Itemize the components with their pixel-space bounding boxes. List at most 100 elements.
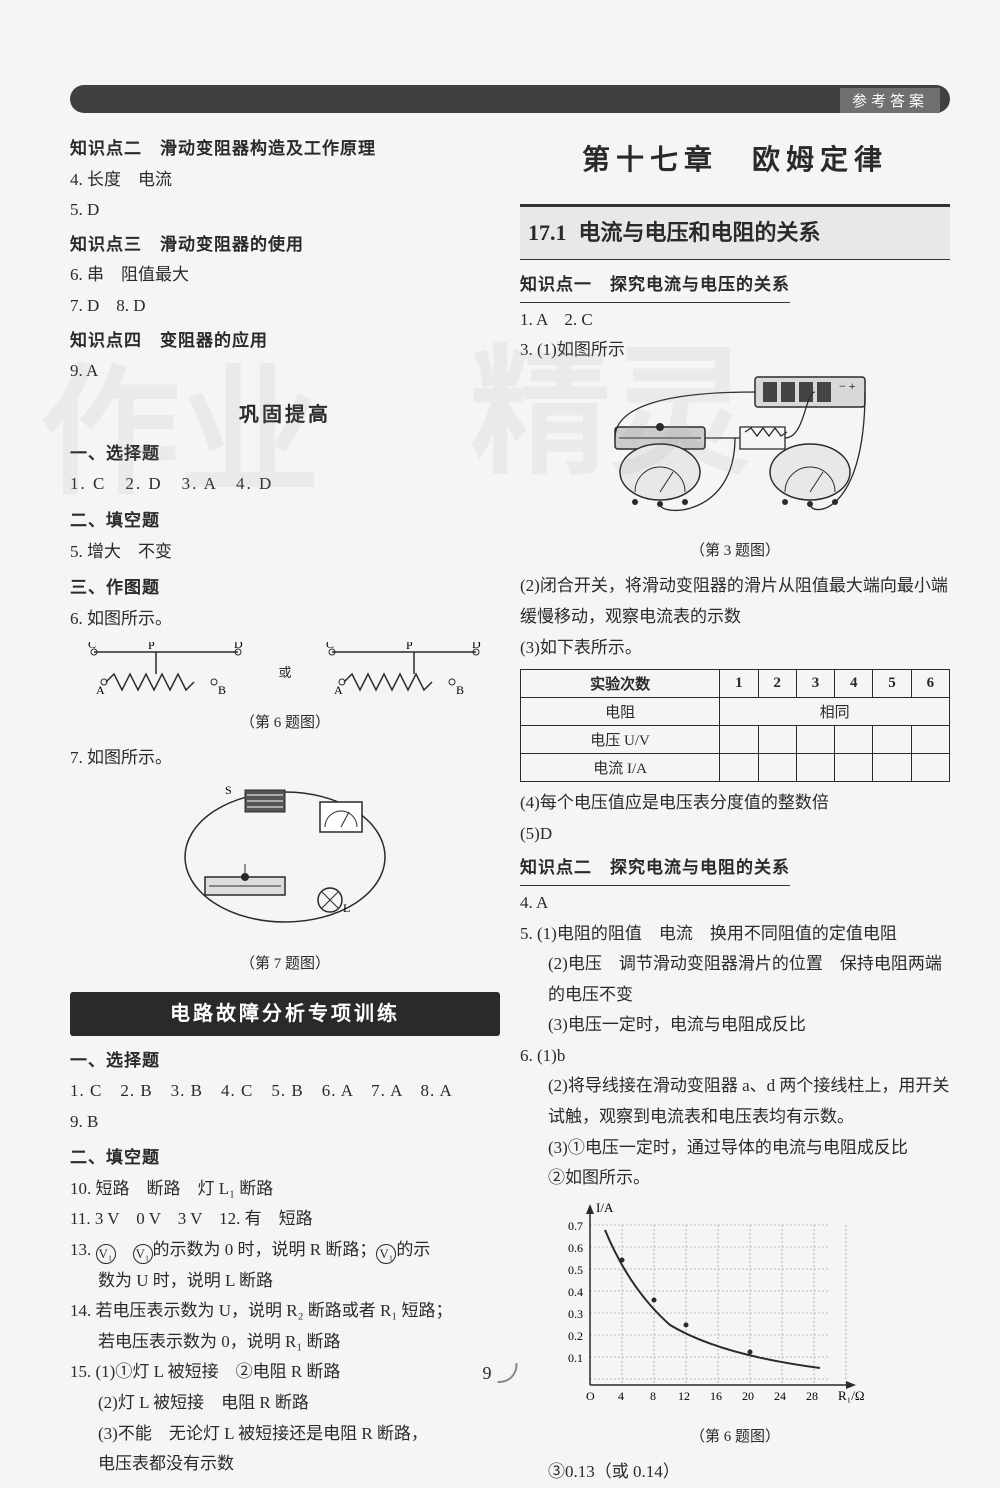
special-banner: 电路故障分析专项训练 [70,992,500,1036]
svg-text:B: B [456,683,464,697]
svg-text:O: O [586,1389,595,1403]
td [835,726,873,754]
sp-s1t: 一、选择题 [70,1046,500,1077]
sp-a14b: 若电压表示数为 0，说明 R₁ 断路 [70,1327,500,1358]
fig6r-caption: （第 6 题图） [520,1424,950,1451]
ans-5: 5. D [70,195,500,226]
svg-text:0.4: 0.4 [568,1285,583,1299]
header-bar [70,85,950,113]
svg-text:0.7: 0.7 [568,1219,583,1233]
r-a3d: (4)每个电压值应是电压表分度值的整数倍 [520,788,950,819]
svg-text:D: D [234,642,243,651]
td [796,754,834,782]
circuit-left-svg: C P D A B [86,642,246,702]
r-a3a: 3. (1)如图所示 [520,335,950,366]
svg-text:4: 4 [618,1389,624,1403]
sp-a15b: (2)灯 L 被短接 电阻 R 断路 [70,1388,500,1419]
th: 1 [720,670,758,698]
v1-icon: V₁ [376,1244,396,1264]
graph-6: I/A R₁/Ω 0.70.6 0.50.4 0.30.2 0.1 O4 812… [550,1200,950,1421]
circuit-diagram-3: − + [520,372,950,533]
header-label: 参考答案 [840,88,940,113]
r-kp1-title-text: 知识点一 探究电流与电压的关系 [520,270,790,303]
td [758,754,796,782]
r-kp2-title-text: 知识点二 探究电流与电阻的关系 [520,853,790,886]
table-row: 电流 I/A [521,754,950,782]
s3-a7: 7. 如图所示。 [70,743,500,774]
svg-text:16: 16 [710,1389,722,1403]
r-a6a: 6. (1)b [520,1041,950,1072]
svg-text:P: P [406,642,413,652]
td-merged: 相同 [720,698,950,726]
svg-text:12: 12 [678,1389,690,1403]
svg-text:20: 20 [742,1389,754,1403]
r-a12: 1. A 2. C [520,305,950,336]
table-row: 电阻 相同 [521,698,950,726]
sp-a13: 13. V₁ V₁的示数为 0 时，说明 R 断路；V₁的示 [70,1235,500,1266]
r-a4: 4. A [520,888,950,919]
svg-text:L: L [343,901,350,915]
sp-a11: 11. 3 V 0 V 3 V 12. 有 短路 [70,1204,500,1235]
r-a6b: (2)将导线接在滑动变阻器 a、d 两个接线柱上，用开关试触，观察到电流表和电压… [520,1071,950,1132]
sp-a13e: 数为 U 时，说明 L 断路 [70,1266,500,1297]
svg-text:0.2: 0.2 [568,1329,583,1343]
svg-text:S: S [225,783,232,797]
sp-a15d: 电压表都没有示数 [70,1449,500,1480]
a13-prefix: 13. [70,1240,96,1259]
td [796,726,834,754]
sp-a14a: 14. 若电压表示数为 U，说明 R₂ 断路或者 R₁ 短路； [70,1296,500,1327]
gongu-heading: 巩固提高 [70,397,500,433]
circuit-or: 或 [278,661,291,684]
chapter-title: 第十七章 欧姆定律 [520,136,950,186]
circuit-right-svg: C P D A B [324,642,484,702]
r-kp2-title: 知识点二 探究电流与电阻的关系 [520,853,950,888]
r-a6e: ③0.13（或 0.14） [520,1457,950,1488]
s1-title: 一、选择题 [70,439,500,470]
td [720,726,758,754]
experiment-table: 实验次数 1 2 3 4 5 6 电阻 相同 电压 U/V 电流 I/A [520,669,950,782]
svg-text:− +: − + [839,379,856,393]
fig3-caption: （第 3 题图） [520,538,950,565]
circuit-diagram-7: S L [70,782,500,943]
th: 6 [911,670,949,698]
td-label: 电压 U/V [521,726,720,754]
th: 4 [835,670,873,698]
circuit-3-svg: − + [575,372,895,522]
svg-text:A: A [96,683,105,697]
a13-gap [116,1240,133,1259]
s2-a5: 5. 增大 不变 [70,537,500,568]
right-column: 第十七章 欧姆定律 17.1 电流与电压和电阻的关系 知识点一 探究电流与电压的关… [520,130,950,1488]
s3-title: 三、作图题 [70,573,500,604]
section-title: 电流与电压和电阻的关系 [579,220,821,245]
td [911,726,949,754]
svg-text:C: C [88,642,96,651]
td [720,754,758,782]
td-label: 电阻 [521,698,720,726]
kp2-title: 知识点二 滑动变阻器构造及工作原理 [70,134,500,165]
sp-a15a: 15. (1)①灯 L 被短接 ②电阻 R 断路 [70,1357,500,1388]
ans-6: 6. 串 阻值最大 [70,260,500,291]
table-row: 实验次数 1 2 3 4 5 6 [521,670,950,698]
ylabel: I/A [596,1200,614,1215]
svg-text:0.6: 0.6 [568,1241,583,1255]
kp3-title: 知识点三 滑动变阻器的使用 [70,230,500,261]
td [873,754,911,782]
kp4-title: 知识点四 变阻器的应用 [70,326,500,357]
r-a5c: (3)电压一定时，电流与电阻成反比 [520,1010,950,1041]
svg-text:B: B [218,683,226,697]
svg-text:24: 24 [774,1389,786,1403]
r-a6d: ②如图所示。 [520,1163,950,1194]
s3-a6: 6. 如图所示。 [70,604,500,635]
td [873,726,911,754]
td [835,754,873,782]
table-row: 电压 U/V [521,726,950,754]
r-a3b: (2)闭合开关，将滑动变阻器的滑片从阻值最大端向最小端缓慢移动，观察电流表的示数 [520,571,950,632]
td [911,754,949,782]
th: 实验次数 [521,670,720,698]
sp-s2t: 二、填空题 [70,1143,500,1174]
circuit-diagram-6: C P D A B 或 C P D A B [70,642,500,702]
r-a3e: (5)D [520,819,950,850]
section-num: 17.1 [528,220,567,245]
a13-end: 的示 [396,1240,430,1259]
xlabel: R₁/Ω [838,1388,864,1403]
